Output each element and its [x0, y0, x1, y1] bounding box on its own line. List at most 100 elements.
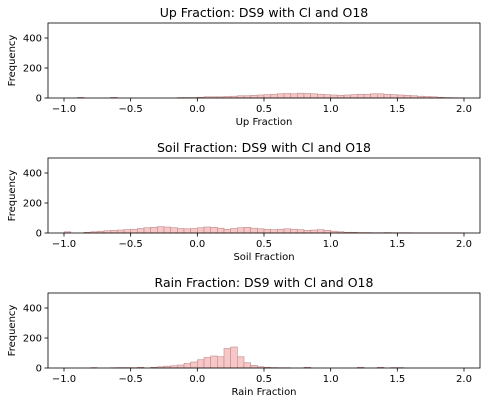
- soil-fraction-xtick-label: 0.5: [256, 239, 272, 250]
- soil-fraction-xlabel: Soil Fraction: [233, 252, 294, 263]
- soil-fraction-bar: [310, 229, 318, 234]
- up-fraction-bar: [377, 93, 385, 99]
- soil-fraction-bar: [110, 230, 118, 234]
- rain-fraction-bar: [203, 357, 211, 369]
- up-fraction-bar: [363, 93, 371, 99]
- up-fraction-bar: [310, 93, 318, 99]
- soil-fraction-bar: [117, 229, 125, 234]
- up-fraction-xtick-label: −1.0: [52, 104, 76, 115]
- up-fraction-ytick-label: 200: [23, 64, 42, 75]
- soil-fraction-bar: [143, 227, 151, 234]
- rain-fraction-xtick-label: 1.5: [389, 374, 405, 385]
- up-fraction-bar: [350, 94, 358, 99]
- up-fraction-bar: [383, 93, 391, 99]
- rain-fraction-title: Rain Fraction: DS9 with Cl and O18: [155, 275, 374, 290]
- up-fraction-bar: [263, 94, 271, 99]
- rain-fraction-axes-frame: [47, 292, 481, 369]
- soil-fraction-bar: [123, 229, 131, 234]
- soil-fraction-bar: [183, 228, 191, 234]
- soil-fraction-ytick-label: 0: [36, 229, 42, 240]
- up-fraction-bar: [290, 93, 298, 99]
- rain-fraction-xtick-label: 0.0: [189, 374, 205, 385]
- soil-fraction-bar: [303, 230, 311, 234]
- up-fraction-bars: [77, 92, 465, 99]
- rain-fraction-bar: [223, 348, 231, 369]
- up-fraction-bar: [397, 94, 405, 99]
- soil-fraction-bars: [63, 226, 465, 234]
- soil-fraction-bar: [177, 228, 185, 234]
- up-fraction-xtick-label: 2.0: [456, 104, 472, 115]
- up-fraction-xtick-label: 1.5: [389, 104, 405, 115]
- up-fraction-title: Up Fraction: DS9 with Cl and O18: [160, 5, 369, 20]
- soil-fraction-bar: [323, 230, 331, 234]
- rain-fraction-ytick-label: 200: [23, 334, 42, 345]
- soil-fraction-bar: [150, 227, 158, 234]
- soil-fraction-ytick-label: 400: [23, 169, 42, 180]
- soil-fraction-ylabel: Frequency: [7, 170, 18, 222]
- soil-fraction-bar: [137, 228, 145, 234]
- soil-fraction-axes-frame: [47, 157, 481, 234]
- rain-fraction-bar: [237, 356, 245, 369]
- soil-fraction-xtick-label: −1.0: [52, 239, 76, 250]
- soil-fraction-bar: [250, 227, 258, 234]
- soil-fraction-ytick-label: 200: [23, 199, 42, 210]
- soil-fraction-xtick-label: 1.0: [323, 239, 339, 250]
- up-fraction-bar: [357, 93, 365, 99]
- rain-fraction-ylabel: Frequency: [7, 305, 18, 357]
- up-fraction-axes-frame: [47, 22, 481, 99]
- rain-fraction-ytick-label: 0: [36, 364, 42, 375]
- rain-fraction-xtick-label: 2.0: [456, 374, 472, 385]
- up-fraction-xtick-label: 1.0: [323, 104, 339, 115]
- soil-fraction-xtick-label: 0.0: [189, 239, 205, 250]
- soil-fraction-bar: [157, 226, 165, 234]
- up-fraction-bar: [403, 95, 411, 99]
- up-fraction-bar: [257, 94, 265, 99]
- rain-fraction-panel: Rain Fraction: DS9 with Cl and O18 Rain …: [7, 275, 481, 398]
- soil-fraction-bar: [217, 227, 225, 234]
- soil-fraction-panel: Soil Fraction: DS9 with Cl and O18 Soil …: [7, 140, 481, 263]
- soil-fraction-bar: [277, 228, 285, 234]
- rain-fraction-bar: [177, 364, 185, 369]
- up-fraction-bar: [297, 92, 305, 99]
- rain-fraction-bars: [90, 346, 405, 369]
- soil-fraction-bar: [163, 226, 171, 234]
- soil-fraction-bar: [197, 227, 205, 234]
- up-fraction-ytick-label: 0: [36, 94, 42, 105]
- soil-fraction-bar: [190, 228, 198, 234]
- up-fraction-bar: [370, 93, 378, 99]
- soil-fraction-xtick-label: −0.5: [119, 239, 143, 250]
- up-fraction-xlabel: Up Fraction: [236, 117, 293, 128]
- soil-fraction-xtick-label: 2.0: [456, 239, 472, 250]
- soil-fraction-bar: [317, 229, 325, 234]
- rain-fraction-bar: [217, 356, 225, 369]
- rain-fraction-xtick-label: −0.5: [119, 374, 143, 385]
- up-fraction-xtick-label: 0.0: [189, 104, 205, 115]
- up-fraction-xtick-label: −0.5: [119, 104, 143, 115]
- rain-fraction-xtick-label: 0.5: [256, 374, 272, 385]
- soil-fraction-xtick-label: 1.5: [389, 239, 405, 250]
- up-fraction-panel: Up Fraction: DS9 with Cl and O18 Up Frac…: [7, 5, 481, 128]
- up-fraction-bar: [283, 93, 291, 99]
- up-fraction-ylabel: Frequency: [7, 35, 18, 87]
- soil-fraction-bar: [243, 227, 251, 234]
- soil-fraction-bar: [290, 228, 298, 234]
- soil-fraction-bar: [203, 226, 211, 234]
- soil-fraction-bar: [270, 229, 278, 234]
- soil-fraction-bar: [283, 228, 291, 234]
- soil-fraction-bar: [263, 228, 271, 234]
- up-fraction-xtick-label: 0.5: [256, 104, 272, 115]
- up-fraction-bar: [337, 95, 345, 99]
- rain-fraction-bar: [230, 346, 238, 369]
- rain-fraction-xtick-label: −1.0: [52, 374, 76, 385]
- up-fraction-bar: [343, 94, 351, 99]
- soil-fraction-bar: [297, 229, 305, 234]
- up-fraction-bar: [303, 93, 311, 99]
- rain-fraction-bar: [183, 363, 191, 369]
- up-fraction-bar: [277, 93, 285, 99]
- soil-fraction-bar: [170, 227, 178, 234]
- rain-fraction-ytick-label: 400: [23, 304, 42, 315]
- rain-fraction-bar: [250, 364, 258, 369]
- up-fraction-bar: [250, 95, 258, 99]
- up-fraction-bar: [317, 93, 325, 99]
